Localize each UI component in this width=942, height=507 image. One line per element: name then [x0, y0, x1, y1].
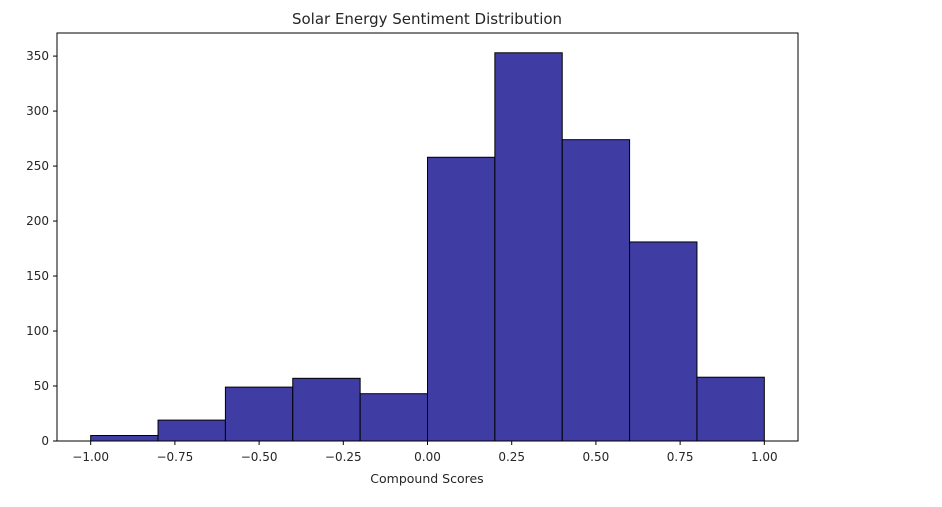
y-tick-label: 200 — [26, 214, 49, 228]
x-tick-label: 0.25 — [498, 450, 525, 464]
histogram-bar — [157, 419, 226, 442]
x-tick-label: 1.00 — [751, 450, 778, 464]
histogram-bar — [494, 52, 563, 442]
chart-title: Solar Energy Sentiment Distribution — [292, 10, 562, 28]
histogram-bar — [224, 386, 294, 442]
y-tick-label: 150 — [26, 269, 49, 283]
x-tick-label: −0.75 — [156, 450, 193, 464]
histogram-bar — [696, 376, 765, 442]
histogram-bar — [292, 377, 361, 442]
y-tick-label: 100 — [26, 324, 49, 338]
x-axis-label: Compound Scores — [370, 471, 483, 486]
y-tick-label: 50 — [34, 379, 49, 393]
x-tick-label: −0.50 — [241, 450, 278, 464]
histogram-bar — [90, 435, 159, 442]
bars-layer — [90, 52, 765, 442]
y-tick-label: 0 — [41, 434, 49, 448]
histogram-bar — [629, 241, 698, 442]
y-tick-label: 300 — [26, 104, 49, 118]
histogram-bar — [561, 139, 631, 442]
x-tick-label: 0.00 — [414, 450, 441, 464]
x-tick-label: 0.50 — [583, 450, 610, 464]
x-tick-label: −0.25 — [325, 450, 362, 464]
x-tick-label: −1.00 — [72, 450, 109, 464]
axes-layer: −1.00 −0.75 −0.50 −0.25 0.00 0.25 0.50 0.75 1.00… — [26, 49, 778, 464]
y-tick-label: 350 — [26, 49, 49, 63]
x-tick-label: 0.75 — [667, 450, 694, 464]
histogram-bar — [427, 156, 496, 442]
y-tick-label: 250 — [26, 159, 49, 173]
plot-frame — [56, 32, 799, 442]
histogram-bar — [359, 393, 428, 442]
